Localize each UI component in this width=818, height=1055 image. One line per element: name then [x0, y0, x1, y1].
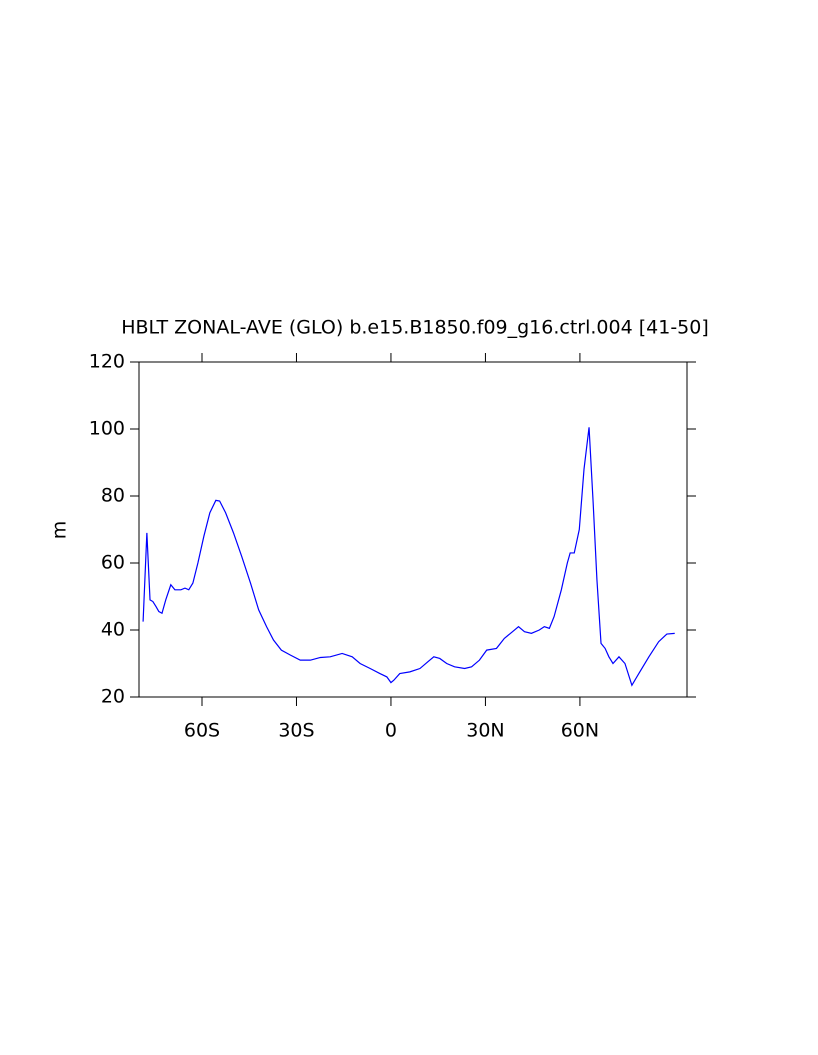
x-tick-label: 60N: [561, 720, 599, 742]
data-line: [142, 427, 675, 687]
x-tick-label: 30N: [466, 720, 504, 742]
y-tick-label: 60: [101, 552, 125, 574]
chart-title: HBLT ZONAL-AVE (GLO) b.e15.B1850.f09_g16…: [121, 317, 709, 339]
y-tick-label: 100: [89, 418, 125, 440]
x-tick-label: 30S: [278, 720, 314, 742]
y-tick-label: 120: [89, 351, 125, 373]
plot-frame: [138, 361, 688, 698]
y-tick-label: 80: [101, 485, 125, 507]
x-tick-label: 0: [385, 720, 397, 742]
x-tick-label: 60S: [184, 720, 220, 742]
y-tick-label: 40: [101, 619, 125, 641]
y-tick-label: 20: [101, 686, 125, 708]
y-axis-label: m: [49, 521, 71, 540]
